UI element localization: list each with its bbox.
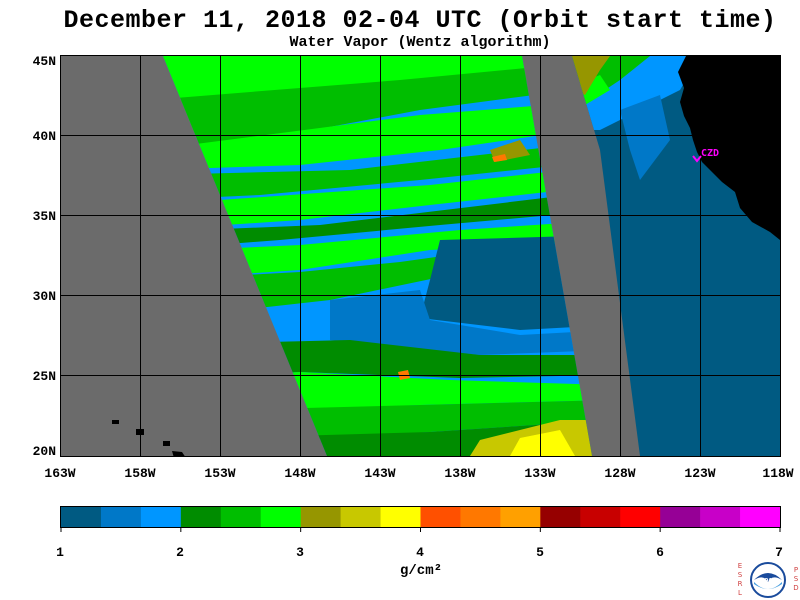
- colorbar-swatch: [620, 507, 661, 527]
- colorbar-swatch: [300, 507, 342, 527]
- lon-label: 153W: [204, 466, 235, 481]
- longitude-labels: 163W 158W 153W 148W 143W 138W 133W 128W …: [44, 466, 793, 481]
- island: [112, 420, 119, 424]
- logo-letter: S: [738, 571, 743, 579]
- lat-label: 25N: [33, 369, 56, 384]
- colorbar-swatch: [180, 507, 222, 527]
- colorbar-tick-label: 2: [176, 545, 184, 560]
- logo-letter: E: [738, 562, 742, 570]
- station-marker: CZD: [692, 148, 719, 163]
- colorbar-swatch: [340, 507, 382, 527]
- logo-letter: P: [794, 566, 798, 574]
- colorbar-unit: g/cm²: [400, 563, 443, 579]
- lon-label: 143W: [364, 466, 395, 481]
- lon-label: 123W: [684, 466, 715, 481]
- colorbar: [60, 506, 781, 532]
- colorbar-swatch: [660, 507, 701, 527]
- lon-label: 128W: [604, 466, 635, 481]
- colorbar-tick-label: 3: [296, 545, 304, 560]
- logo-left-letters: E S R L: [738, 562, 743, 597]
- lat-label: 30N: [33, 289, 56, 304]
- station-marker-icon: [692, 155, 702, 163]
- colorbar-swatch: [61, 507, 102, 527]
- latitude-labels: 45N 40N 35N 30N 25N 20N: [33, 54, 56, 459]
- colorbar-swatch: [220, 507, 262, 527]
- lat-label: 20N: [33, 444, 56, 459]
- colorbar-swatch: [100, 507, 142, 527]
- colorbar-swatch: [700, 507, 741, 527]
- land-mass: [678, 56, 780, 240]
- logo-letter: S: [794, 575, 799, 583]
- figure-subtitle: Water Vapor (Wentz algorithm): [289, 34, 551, 51]
- lon-label: 138W: [444, 466, 475, 481]
- lat-label: 45N: [33, 54, 56, 69]
- colorbar-swatch: [580, 507, 621, 527]
- noaa-esrl-psd-logo: E S R L P S D NOAA: [738, 562, 799, 598]
- logo-letter: D: [793, 584, 798, 592]
- lat-label: 35N: [33, 209, 56, 224]
- lon-label: 163W: [44, 466, 75, 481]
- lon-label: 133W: [524, 466, 555, 481]
- colorbar-swatch: [260, 507, 302, 527]
- wv-band: [572, 56, 610, 95]
- island: [172, 451, 185, 456]
- colorbar-swatch: [540, 507, 581, 527]
- map-frame: [60, 55, 781, 457]
- colorbar-swatch: [420, 507, 461, 527]
- logo-right-letters: P S D: [793, 566, 798, 592]
- colorbar-tick-label: 4: [416, 545, 424, 560]
- lon-label: 118W: [762, 466, 793, 481]
- colorbar-tick-label: 1: [56, 545, 64, 560]
- noaa-wave-icon: [754, 582, 782, 589]
- island: [163, 441, 170, 446]
- colorbar-swatch: [500, 507, 541, 527]
- colorbar-tick-label: 7: [775, 545, 783, 560]
- logo-letter: L: [738, 589, 742, 597]
- colorbar-swatch: [140, 507, 182, 527]
- wv-band: [492, 154, 507, 162]
- lat-lon-grid: [61, 56, 780, 456]
- logo-letter: R: [738, 580, 743, 588]
- colorbar-tick-label: 5: [536, 545, 544, 560]
- colorbar-swatch: [380, 507, 421, 527]
- lon-label: 158W: [124, 466, 155, 481]
- wv-band: [510, 430, 575, 456]
- lon-label: 148W: [284, 466, 315, 481]
- station-label: CZD: [701, 148, 719, 159]
- colorbar-swatch: [460, 507, 501, 527]
- logo-name: NOAA: [760, 578, 776, 584]
- wv-band: [620, 95, 670, 180]
- colorbar-swatch: [740, 507, 781, 527]
- colorbar-tick-label: 6: [656, 545, 664, 560]
- colorbar-tick-labels: 1 2 3 4 5 6 7: [56, 545, 783, 560]
- noaa-bird-icon: [754, 573, 782, 582]
- lat-label: 40N: [33, 129, 56, 144]
- figure-title: December 11, 2018 02-04 UTC (Orbit start…: [63, 6, 777, 35]
